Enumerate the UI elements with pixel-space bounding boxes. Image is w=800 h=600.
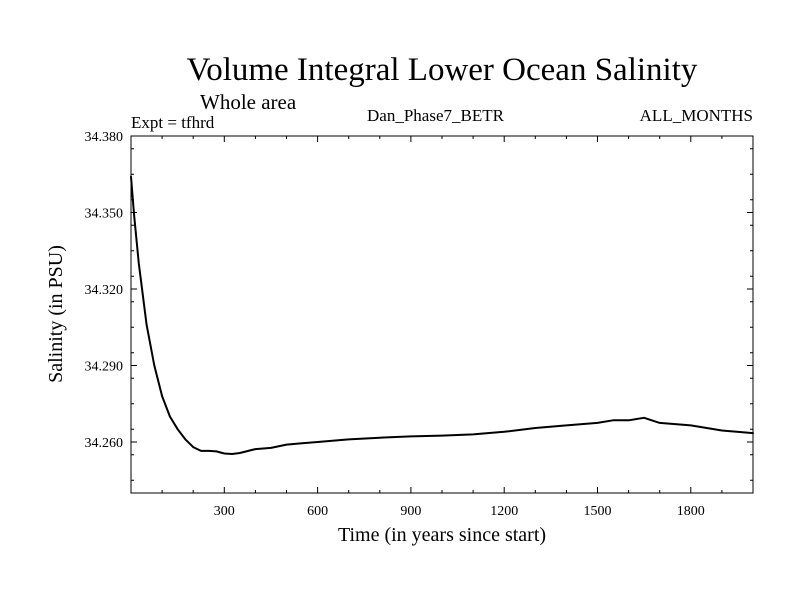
plot-area xyxy=(130,135,754,494)
y-tick-label: 34.290 xyxy=(85,360,124,375)
chart-subtitle: Whole area xyxy=(200,90,297,114)
period-label: ALL_MONTHS xyxy=(640,106,753,125)
x-axis-ticks: 300 600 900 1200 1500 1800 xyxy=(161,136,723,519)
x-tick-label: 1200 xyxy=(490,504,518,519)
x-tick-label: 1500 xyxy=(584,504,612,519)
chart-title: Volume Integral Lower Ocean Salinity xyxy=(187,52,698,88)
x-tick-label: 900 xyxy=(400,504,421,519)
run-label: Dan_Phase7_BETR xyxy=(367,106,505,125)
y-axis-label: Salinity (in PSU) xyxy=(45,245,67,383)
x-axis-label: Time (in years since start) xyxy=(338,524,546,546)
y-tick-label: 34.320 xyxy=(85,283,124,298)
y-axis-ticks: 34.260 34.290 34.320 34.350 34.380 xyxy=(85,130,753,481)
y-tick-label: 34.350 xyxy=(85,207,124,222)
x-tick-label: 600 xyxy=(307,504,328,519)
y-tick-label: 34.260 xyxy=(85,436,124,451)
experiment-label: Expt = tfhrd xyxy=(131,113,215,132)
y-tick-label: 34.380 xyxy=(85,130,124,145)
x-tick-label: 300 xyxy=(214,504,235,519)
salinity-line xyxy=(130,175,754,455)
x-tick-label: 1800 xyxy=(677,504,705,519)
